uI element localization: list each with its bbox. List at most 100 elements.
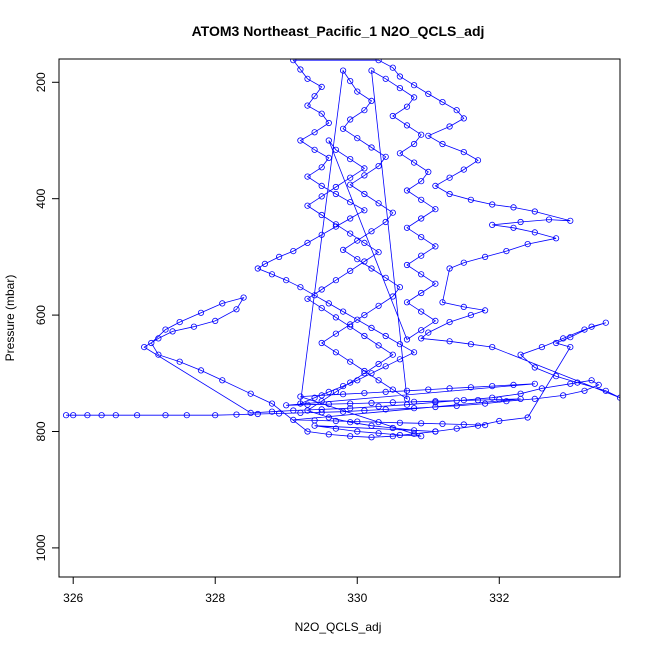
- data-point: [318, 83, 325, 91]
- data-point: [148, 339, 155, 347]
- data-point: [347, 321, 354, 328]
- data-point: [290, 59, 297, 64]
- data-point: [361, 332, 368, 340]
- data-point: [318, 193, 325, 200]
- data-point: [212, 412, 219, 419]
- x-tick-label: 330: [347, 591, 367, 605]
- data-point: [375, 342, 382, 349]
- data-point: [467, 196, 474, 203]
- data-point: [552, 373, 560, 380]
- data-point: [425, 132, 432, 139]
- data-point: [176, 318, 183, 326]
- data-point: [361, 107, 368, 114]
- data-point: [425, 386, 432, 393]
- data-point: [403, 401, 411, 408]
- data-point: [552, 339, 560, 347]
- data-point: [375, 360, 382, 368]
- data-point: [347, 199, 354, 206]
- data-point: [361, 190, 368, 198]
- data-point: [453, 425, 460, 432]
- data-point: [112, 412, 119, 419]
- data-point: [418, 289, 425, 297]
- data-point: [297, 137, 304, 144]
- data-point: [432, 280, 439, 287]
- data-point: [531, 395, 538, 402]
- data-point: [368, 324, 375, 331]
- data-point: [460, 115, 467, 122]
- data-point: [197, 367, 205, 374]
- data-point: [347, 323, 354, 330]
- data-point: [602, 387, 609, 394]
- data-point: [332, 417, 339, 425]
- data-point: [474, 422, 482, 429]
- data-point: [332, 223, 339, 230]
- data-point: [403, 299, 411, 306]
- data-point: [382, 388, 389, 395]
- data-point: [460, 149, 467, 156]
- data-point: [552, 235, 560, 242]
- data-point: [489, 221, 496, 228]
- plot-area: [62, 59, 620, 441]
- data-point: [588, 323, 595, 330]
- data-point: [389, 433, 396, 440]
- data-point: [332, 425, 339, 432]
- data-point: [339, 246, 347, 253]
- data-point: [268, 271, 276, 278]
- plot-frame: [58, 58, 621, 578]
- data-point: [403, 122, 411, 129]
- data-point: [318, 339, 325, 347]
- data-point: [98, 412, 105, 419]
- data-point: [496, 417, 503, 425]
- data-point: [425, 168, 432, 175]
- data-point: [403, 224, 411, 231]
- data-point: [467, 311, 474, 319]
- data-point: [354, 377, 361, 384]
- data-point: [403, 103, 411, 110]
- data-point: [339, 125, 347, 132]
- data-point: [190, 323, 197, 330]
- data-point: [375, 163, 382, 170]
- data-point: [432, 428, 439, 435]
- data-point: [460, 166, 467, 173]
- data-point: [481, 421, 489, 429]
- data-point: [347, 267, 354, 274]
- data-point: [318, 398, 325, 405]
- data-point: [354, 88, 361, 95]
- data-point: [375, 59, 382, 64]
- data-point: [403, 187, 411, 194]
- data-point: [332, 221, 339, 228]
- data-point: [368, 228, 375, 235]
- data-point: [496, 396, 503, 403]
- data-point: [446, 318, 453, 326]
- data-point: [361, 389, 368, 397]
- data-point: [361, 311, 368, 319]
- data-point: [446, 338, 453, 345]
- data-point: [325, 414, 332, 421]
- data-point: [62, 412, 70, 419]
- data-point: [410, 140, 418, 148]
- data-point: [290, 248, 297, 255]
- data-point: [368, 265, 375, 272]
- x-tick-label: 328: [205, 591, 225, 605]
- data-point: [361, 370, 368, 377]
- data-point: [347, 419, 354, 426]
- data-point: [332, 388, 339, 395]
- data-point: [347, 379, 354, 386]
- data-point: [332, 146, 339, 153]
- data-point: [453, 107, 460, 114]
- data-point: [418, 131, 425, 138]
- data-point: [368, 67, 375, 74]
- data-point: [474, 396, 482, 404]
- data-point: [418, 252, 425, 259]
- series-line: [66, 59, 620, 438]
- data-point: [304, 202, 311, 209]
- data-point: [197, 309, 205, 316]
- data-point: [339, 308, 347, 315]
- data-point: [410, 398, 418, 405]
- data-point: [325, 431, 332, 438]
- data-point: [567, 343, 574, 351]
- data-point: [396, 73, 403, 80]
- data-point: [325, 154, 332, 161]
- data-point: [382, 274, 389, 281]
- data-point: [375, 430, 382, 437]
